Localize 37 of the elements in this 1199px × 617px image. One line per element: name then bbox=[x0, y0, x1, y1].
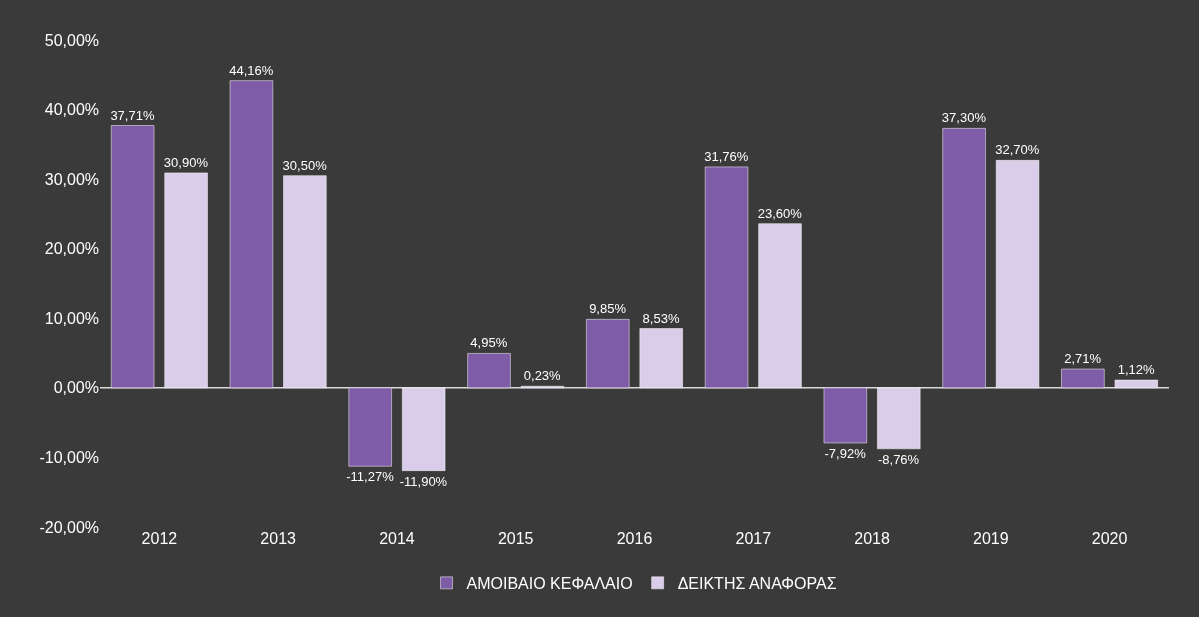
data-label: 37,71% bbox=[110, 107, 155, 123]
x-tick-label: 2020 bbox=[1091, 530, 1128, 547]
y-tick-label: 50,00% bbox=[44, 31, 99, 49]
x-tick-label: 2019 bbox=[973, 530, 1009, 547]
y-tick-label: -10,00% bbox=[39, 449, 99, 467]
data-label: -11,90% bbox=[399, 473, 448, 489]
data-label: 9,85% bbox=[589, 301, 627, 317]
data-label: -7,92% bbox=[824, 445, 867, 461]
data-label: 0,23% bbox=[523, 368, 562, 384]
data-label: 44,16% bbox=[229, 62, 274, 78]
y-tick-label: 30,00% bbox=[44, 170, 99, 188]
x-tick-label: 2014 bbox=[379, 530, 415, 547]
y-tick-label: 40,00% bbox=[44, 101, 99, 119]
data-label: 2,71% bbox=[1064, 351, 1102, 366]
legend-label: ΑΜΟΙΒΑΙΟ ΚΕΦΑΛΑΙΟ bbox=[466, 575, 633, 593]
y-tick-label: -20,00% bbox=[39, 518, 99, 536]
data-label: 23,60% bbox=[757, 205, 803, 221]
y-tick-label: 0,00% bbox=[53, 379, 99, 397]
x-tick-label: 2017 bbox=[735, 530, 772, 547]
data-label: 31,76% bbox=[704, 148, 749, 164]
legend-label: ΔΕΙΚΤΗΣ ΑΝΑΦΟΡΑΣ bbox=[677, 575, 837, 593]
data-label: -8,76% bbox=[877, 451, 920, 467]
data-label: 32,70% bbox=[995, 142, 1040, 158]
x-tick-label: 2018 bbox=[854, 530, 890, 547]
x-tick-label: 2015 bbox=[497, 530, 534, 547]
data-label: 4,95% bbox=[470, 335, 508, 351]
x-tick-label: 2012 bbox=[141, 530, 178, 547]
data-label: 30,90% bbox=[163, 154, 209, 170]
data-label: 8,53% bbox=[642, 310, 680, 326]
x-tick-label: 2016 bbox=[616, 530, 653, 547]
y-tick-label: 20,00% bbox=[44, 240, 99, 258]
data-label: 37,30% bbox=[941, 110, 987, 126]
data-label: 30,50% bbox=[282, 157, 328, 173]
data-label: 1,12% bbox=[1117, 362, 1155, 378]
data-label: -11,27% bbox=[346, 469, 395, 485]
y-tick-label: 10,00% bbox=[44, 309, 99, 327]
x-tick-label: 2013 bbox=[260, 530, 297, 547]
